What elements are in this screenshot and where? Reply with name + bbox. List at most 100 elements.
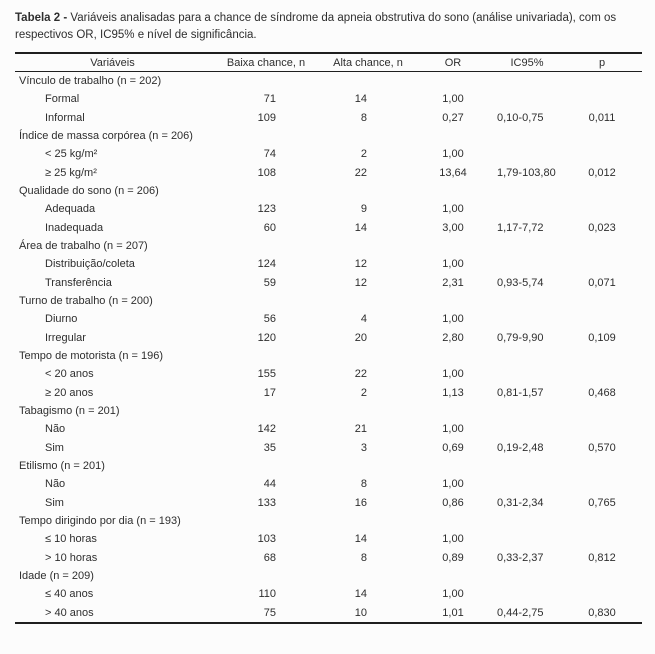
table-caption-text: Variáveis analisadas para a chance de sí… (15, 12, 617, 41)
cell-or: 1,00 (442, 313, 464, 326)
group-row: Vínculo de trabalho (n = 202) (15, 72, 642, 91)
cell-baixa-chance: 17 (263, 386, 276, 399)
cell-alta-chance: 12 (354, 258, 367, 271)
table-header: Variáveis Baixa chance, n Alta chance, n OR… (15, 53, 642, 72)
item-row: ≤ 10 horas 103 14 1,00 (15, 530, 642, 548)
item-row: ≥ 25 kg/m² 108 22 13,64 1,79-103,80 0,012 (15, 164, 642, 182)
item-row: Irregular 120 20 2,80 0,79-9,90 0,109 (15, 329, 642, 347)
item-label: ≤ 10 horas (45, 533, 97, 546)
cell-or: 1,00 (442, 93, 464, 106)
cell-p: 0,011 (588, 111, 616, 124)
cell-or: 1,13 (442, 386, 464, 399)
item-row: Inadequada 60 14 3,00 1,17-7,72 0,023 (15, 219, 642, 237)
item-label: Adequada (45, 203, 96, 216)
item-row: Transferência 59 12 2,31 0,93-5,74 0,071 (15, 274, 642, 292)
group-label: Turno de trabalho (n = 200) (19, 295, 153, 308)
item-label: Não (45, 423, 66, 436)
cell-ic95: 1,17-7,72 (497, 221, 544, 234)
cell-ic95 (492, 145, 562, 163)
cell-baixa-chance: 120 (257, 331, 276, 344)
cell-alta-chance: 8 (360, 111, 367, 124)
cell-or: 2,31 (442, 276, 464, 289)
group-label: Tempo de motorista (n = 196) (19, 350, 163, 363)
cell-ic95 (492, 365, 562, 383)
cell-ic95 (492, 90, 562, 108)
cell-or: 13,64 (439, 166, 467, 179)
cell-baixa-chance: 103 (257, 533, 276, 546)
cell-alta-chance: 20 (354, 331, 367, 344)
results-table: Variáveis Baixa chance, n Alta chance, n OR… (15, 52, 642, 624)
item-label: Distribuição/coleta (45, 258, 135, 271)
cell-alta-chance: 2 (360, 148, 367, 161)
cell-alta-chance: 14 (354, 221, 367, 234)
cell-ic95: 0,19-2,48 (497, 441, 544, 454)
cell-ic95: 0,79-9,90 (497, 331, 544, 344)
cell-p: 0,765 (588, 496, 616, 509)
group-row: Área de trabalho (n = 207) (15, 237, 642, 255)
cell-p: 0,071 (588, 276, 616, 289)
cell-ic95 (492, 310, 562, 328)
item-row: Informal 109 8 0,27 0,10-0,75 0,011 (15, 109, 642, 127)
item-label: ≥ 25 kg/m² (45, 166, 97, 179)
cell-or: 0,89 (442, 551, 464, 564)
group-row: Tabagismo (n = 201) (15, 402, 642, 420)
group-row: Qualidade do sono (n = 206) (15, 182, 642, 200)
group-row: Etilismo (n = 201) (15, 457, 642, 475)
cell-alta-chance: 14 (354, 93, 367, 106)
cell-p (562, 530, 642, 548)
column-header-or: OR (414, 53, 492, 72)
item-label: ≥ 20 anos (45, 386, 94, 399)
column-header-alta-chance: Alta chance, n (322, 53, 414, 72)
cell-baixa-chance: 59 (263, 276, 276, 289)
group-label: Etilismo (n = 201) (19, 460, 105, 473)
item-row: > 10 horas 68 8 0,89 0,33-2,37 0,812 (15, 549, 642, 567)
cell-or: 1,00 (442, 368, 464, 381)
cell-or: 2,80 (442, 331, 464, 344)
item-label: Formal (45, 93, 80, 106)
group-label: Idade (n = 209) (19, 570, 94, 583)
group-label: Área de trabalho (n = 207) (19, 240, 148, 253)
cell-ic95: 0,44-2,75 (497, 606, 544, 619)
cell-p (562, 200, 642, 218)
item-row: Sim 133 16 0,86 0,31-2,34 0,765 (15, 494, 642, 512)
cell-ic95: 0,31-2,34 (497, 496, 544, 509)
cell-baixa-chance: 108 (257, 166, 276, 179)
cell-p: 0,109 (588, 331, 616, 344)
group-label: Tabagismo (n = 201) (19, 405, 120, 418)
item-row: Não 142 21 1,00 (15, 420, 642, 438)
cell-ic95 (492, 585, 562, 603)
cell-p: 0,468 (588, 386, 616, 399)
cell-p (562, 90, 642, 108)
cell-alta-chance: 14 (354, 533, 367, 546)
table-caption: Tabela 2 - Variáveis analisadas para a c… (15, 10, 642, 43)
item-label: Inadequada (45, 221, 104, 234)
cell-baixa-chance: 74 (263, 148, 276, 161)
cell-or: 1,01 (442, 606, 464, 619)
cell-or: 1,00 (442, 423, 464, 436)
cell-baixa-chance: 123 (257, 203, 276, 216)
group-label: Tempo dirigindo por dia (n = 193) (19, 515, 181, 528)
group-row: Idade (n = 209) (15, 567, 642, 585)
cell-or: 3,00 (442, 221, 464, 234)
cell-baixa-chance: 71 (263, 93, 276, 106)
cell-p (562, 420, 642, 438)
cell-ic95 (492, 475, 562, 493)
cell-ic95: 0,81-1,57 (497, 386, 544, 399)
cell-p: 0,570 (588, 441, 616, 454)
cell-baixa-chance: 155 (257, 368, 276, 381)
item-row: Diurno 56 4 1,00 (15, 310, 642, 328)
cell-baixa-chance: 44 (263, 478, 276, 491)
cell-alta-chance: 22 (354, 166, 367, 179)
column-header-variavel: Variáveis (15, 53, 210, 72)
cell-or: 0,86 (442, 496, 464, 509)
item-label: Transferência (45, 276, 112, 289)
cell-alta-chance: 21 (354, 423, 367, 436)
item-label: < 25 kg/m² (45, 148, 98, 161)
cell-or: 0,27 (442, 111, 464, 124)
cell-alta-chance: 12 (354, 276, 367, 289)
group-label: Qualidade do sono (n = 206) (19, 185, 159, 198)
item-label: Sim (45, 496, 64, 509)
group-row: Tempo de motorista (n = 196) (15, 347, 642, 365)
cell-p: 0,812 (588, 551, 616, 564)
cell-or: 0,69 (442, 441, 464, 454)
